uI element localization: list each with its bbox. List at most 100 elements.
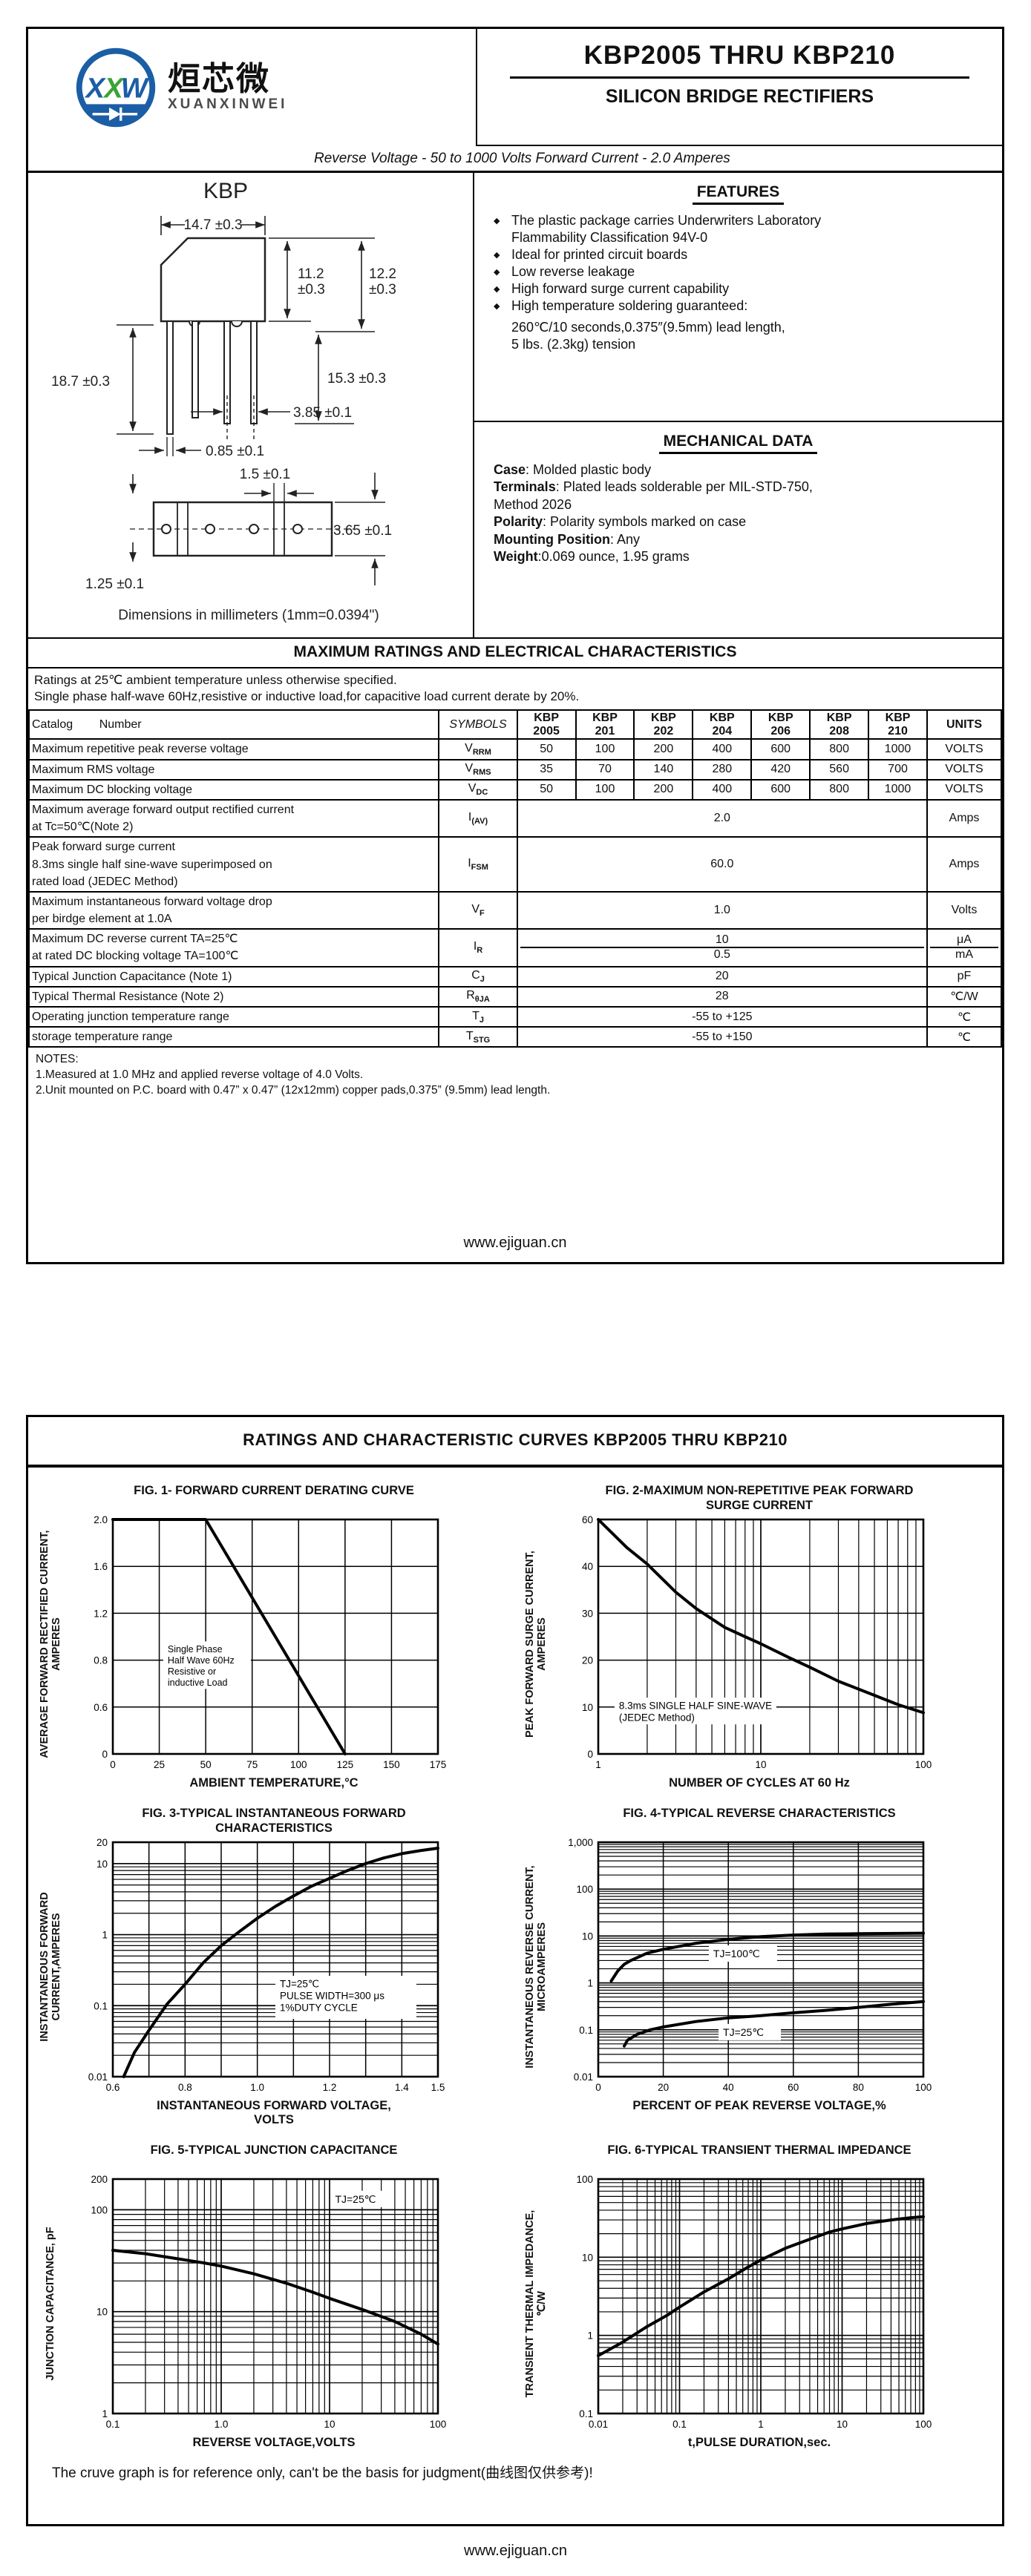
chart-plot: 0 25 50 75 100 125 150 175 0 0.6 0.8 1.2 1.6 2.0 Singl…	[94, 1514, 447, 1770]
svg-text:inductive Load: inductive Load	[168, 1678, 228, 1688]
notes-title: NOTES:	[36, 1053, 79, 1066]
svg-text:10: 10	[755, 1759, 766, 1770]
table-row: Peak forward surge current 8.3ms single …	[27, 836, 1003, 893]
diamond-bullet-icon: ◆	[494, 268, 500, 277]
rating-value: 20	[516, 965, 928, 988]
chart-annotation: TJ=100℃	[708, 1945, 777, 1962]
svg-text:0.1: 0.1	[579, 2408, 593, 2419]
website-link[interactable]: www.ejiguan.cn	[464, 2543, 567, 2559]
rating-units: VOLTS	[926, 778, 1003, 801]
table-row: Maximum instantaneous forward voltage dr…	[27, 890, 1003, 930]
svg-text:40: 40	[582, 1561, 593, 1572]
rating-value: 100	[575, 778, 635, 801]
series-curve	[597, 2215, 925, 2357]
features-section: FEATURES ◆ The plastic package carries Un…	[474, 173, 1002, 422]
svg-text:0.01: 0.01	[574, 2071, 593, 2083]
svg-text:175: 175	[430, 1759, 447, 1770]
rating-value: 560	[809, 758, 870, 781]
drawing-caption: Dimensions in millimeters (1mm=0.0394")	[118, 608, 379, 623]
svg-text:0.1: 0.1	[94, 2000, 108, 2011]
svg-text:1: 1	[595, 1759, 601, 1770]
svg-text:10: 10	[837, 2419, 848, 2430]
svg-text:100: 100	[915, 1759, 932, 1770]
svg-text:60: 60	[582, 1514, 593, 1525]
rating-symbol: VRMS	[438, 758, 518, 781]
rating-value: 1.0	[516, 890, 928, 930]
svg-text:0: 0	[110, 1759, 116, 1770]
website-link[interactable]: www.ejiguan.cn	[463, 1235, 567, 1251]
note-line-1: 1.Measured at 1.0 MHz and applied revers…	[36, 1068, 364, 1082]
feature-item: ◆ The plastic package carries Underwriter…	[494, 212, 983, 229]
svg-text:20: 20	[658, 2082, 669, 2093]
svg-text:8.3ms SINGLE HALF SINE-WAVE: 8.3ms SINGLE HALF SINE-WAVE	[619, 1701, 772, 1712]
rating-description: Maximum DC blocking voltage	[27, 778, 440, 801]
svg-text:1: 1	[758, 2419, 764, 2430]
rating-symbol: RθJA	[438, 985, 518, 1008]
package-outline-drawing: KBP 14.7 ±0.3	[51, 179, 396, 623]
svg-text:60: 60	[788, 2082, 799, 2093]
svg-text:0: 0	[102, 1749, 108, 1760]
ratings-table: Catalog Number SYMBOLS KBP 2005 KBP 201 KBP 202…	[27, 709, 1003, 1048]
rating-symbol: VDC	[438, 778, 518, 801]
svg-text:100: 100	[290, 1759, 307, 1770]
rating-value: 700	[868, 758, 928, 781]
svg-text:1: 1	[587, 1978, 593, 1989]
svg-text:100: 100	[430, 2419, 447, 2430]
mechanical-data-section: MECHANICAL DATA Case: Molded plastic bod…	[474, 422, 1002, 637]
y-axis-label: PEAK FORWARD SURGE CURRENT, AMPERES	[523, 1551, 548, 1738]
ratings-condition-2: Single phase half-wave 60Hz,resistive or…	[34, 689, 580, 704]
svg-text:W: W	[121, 73, 150, 104]
x-axis-label: INSTANTANEOUS FORWARD VOLTAGE, VOLTS	[157, 2098, 391, 2126]
rating-description: Maximum RMS voltage	[27, 758, 440, 781]
svg-text:10: 10	[582, 2252, 593, 2263]
rating-units: Amps	[926, 798, 1003, 838]
dim-body-thickness: 3.65 ±0.1	[333, 523, 392, 539]
svg-text:0.01: 0.01	[88, 2071, 108, 2083]
mech-row: Polarity: Polarity symbols marked on cas…	[494, 514, 747, 530]
tick-labels: 0 20 40 60 80 100 0.01 0.1 1 10 100 1,000	[568, 1837, 932, 2093]
rating-description: Maximum DC reverse current TA=25℃ at rat…	[27, 928, 440, 967]
svg-text:10: 10	[96, 2307, 108, 2318]
rating-symbol: IFSM	[438, 836, 518, 893]
svg-text:0.1: 0.1	[106, 2419, 120, 2430]
rating-units: Volts	[926, 890, 1003, 930]
table-row: Typical Junction Capacitance (Note 1) CJ 2…	[27, 965, 1003, 988]
svg-text:10: 10	[582, 1931, 593, 1942]
rating-value: 800	[809, 778, 870, 801]
chart-plot: 1 10 100 0 10 20 30 40 60 8.3ms SINGLE HALF SINE-…	[582, 1514, 932, 1770]
table-row: Maximum DC reverse current TA=25℃ at rat…	[27, 928, 1003, 967]
rating-description: Typical Thermal Resistance (Note 2)	[27, 985, 440, 1008]
y-axis-label: JUNCTION CAPACITANCE, pF	[44, 2227, 56, 2381]
svg-text:20: 20	[96, 1837, 108, 1848]
datasheet-page-1: X X W 烜芯微 XUANXINWEI KBP2005 THRU KBP210…	[26, 27, 1004, 1264]
series-curve	[122, 1846, 439, 2078]
svg-text:1.4: 1.4	[395, 2082, 409, 2093]
series-curve	[597, 1518, 925, 1715]
col-header-part: KBP 208	[809, 709, 870, 740]
rating-units: pF	[926, 965, 1003, 988]
svg-text:Resistive or: Resistive or	[168, 1666, 216, 1677]
svg-text:0.8: 0.8	[94, 1655, 108, 1666]
chart-annotation: TJ=25℃	[719, 2023, 782, 2040]
chart-fig2-surge-current: FIG. 2-MAXIMUM NON-REPETITIVE PEAK FORWA…	[517, 1478, 1002, 1790]
table-row: storage temperature range TSTG -55 to +150…	[27, 1026, 1003, 1048]
svg-text:0: 0	[595, 2082, 601, 2093]
tick-labels: 1 10 100 0 10 20 30 40 60	[582, 1514, 932, 1770]
chart-plot: 0.6 0.8 1.0 1.2 1.4 1.5 0.01 0.1 1 10 20 TJ=25℃PULS…	[88, 1837, 445, 2093]
package-drawing-panel: KBP 14.7 ±0.3	[28, 173, 474, 637]
features-title: FEATURES	[494, 183, 983, 205]
rating-symbol: VRRM	[438, 738, 518, 760]
tick-labels: 0.1 1.0 10 100 1 10 100 200	[91, 2174, 446, 2430]
rating-value: -55 to +125	[516, 1005, 928, 1028]
svg-text:1.5: 1.5	[431, 2082, 445, 2093]
svg-text:0.8: 0.8	[178, 2082, 192, 2093]
diamond-bullet-icon: ◆	[494, 285, 500, 295]
diamond-bullet-icon: ◆	[494, 251, 500, 260]
svg-text:TJ=100℃: TJ=100℃	[713, 1948, 760, 1959]
svg-text:100: 100	[915, 2419, 932, 2430]
rating-value: 200	[633, 778, 694, 801]
mech-row: Weight:0.069 ounce, 1.95 grams	[494, 548, 690, 564]
